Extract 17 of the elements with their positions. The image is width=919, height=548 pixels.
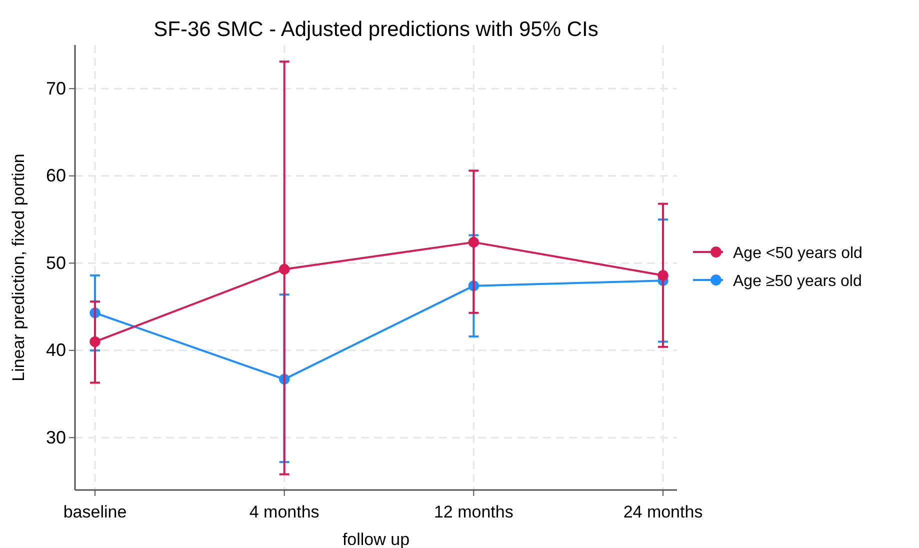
point [90, 336, 100, 348]
y-tick-label: 30 [46, 427, 66, 448]
legend-label: Age <50 years old [733, 245, 862, 262]
x-tick-label: 4 months [249, 502, 320, 522]
point [468, 236, 480, 248]
x-tick-label: baseline [63, 502, 127, 522]
x-tick-label: 12 months [434, 502, 514, 522]
chart-title: SF-36 SMC - Adjusted predictions with 95% CIs [154, 18, 598, 41]
legend-label: Age ≥50 years old [733, 273, 862, 290]
y-tick-label: 60 [46, 166, 66, 186]
y-tick-label: 50 [46, 252, 66, 273]
point [278, 264, 290, 275]
x-tick-label: 24 months [623, 502, 703, 522]
y-axis-title: Linear prediction, fixed portion [9, 154, 28, 382]
point [658, 270, 668, 281]
y-tick-label: 70 [46, 78, 66, 98]
y-tick-label: 40 [46, 340, 66, 360]
